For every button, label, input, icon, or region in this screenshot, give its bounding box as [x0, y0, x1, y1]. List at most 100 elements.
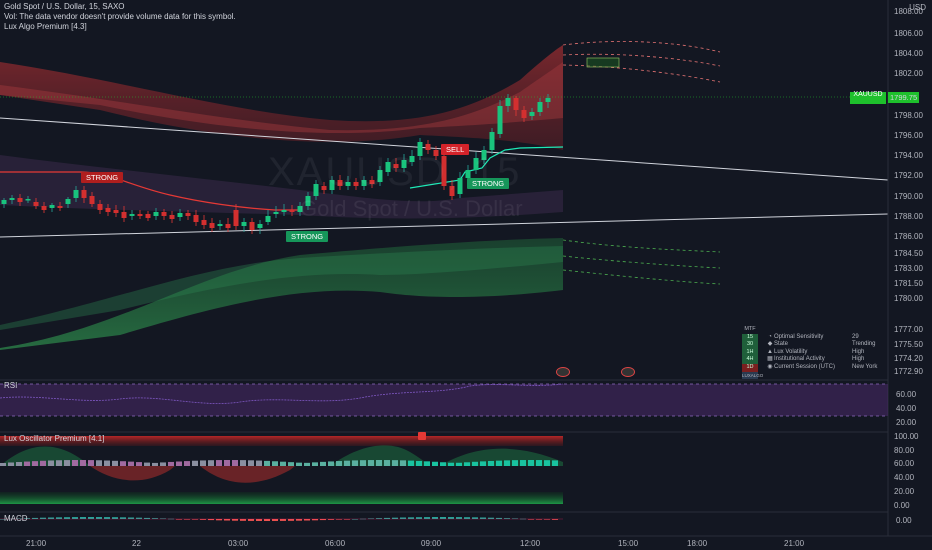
upper-band-outer — [0, 45, 563, 150]
oscillator-tick: 60.00 — [894, 459, 915, 468]
strong-bullish-signal-2[interactable]: STRONG — [286, 231, 329, 242]
strong-bearish-signal[interactable]: STRONG — [81, 172, 124, 183]
candle-body — [345, 182, 351, 186]
osc-bar — [32, 461, 38, 466]
osc-bar — [496, 460, 502, 466]
rsi-label[interactable]: RSI — [4, 381, 18, 390]
time-tick: 06:00 — [325, 539, 346, 548]
price-tick: 1792.00 — [894, 171, 923, 180]
macd-bar — [448, 517, 454, 519]
candle-body — [529, 112, 535, 116]
candle-body — [497, 106, 503, 134]
candle-body — [121, 212, 127, 218]
osc-signal-marker[interactable] — [418, 432, 426, 440]
currency-label: USD — [909, 3, 926, 12]
macd-bar — [464, 517, 470, 519]
oscillator-axis[interactable]: 100.00 80.00 60.00 40.00 20.00 0.00 — [894, 432, 919, 510]
target-box[interactable] — [586, 57, 620, 68]
macd-bar — [0, 519, 6, 520]
candle-body — [289, 210, 295, 212]
osc-bar — [56, 460, 62, 466]
rsi-tick: 20.00 — [896, 418, 917, 427]
macd-label[interactable]: MACD — [4, 514, 28, 523]
macd-bar — [24, 518, 30, 519]
rsi-axis[interactable]: 60.00 40.00 20.00 — [896, 390, 917, 427]
dashboard-row: 30 ◆ State Trending — [742, 341, 888, 349]
osc-bar — [256, 460, 262, 466]
osc-bar — [472, 461, 478, 466]
event-icon-1[interactable] — [556, 367, 570, 377]
osc-bar — [344, 460, 350, 466]
event-icon-2[interactable] — [621, 367, 635, 377]
price-tick: 1781.50 — [894, 279, 923, 288]
osc-bar — [536, 460, 542, 466]
osc-bar — [176, 461, 182, 466]
candle-body — [153, 212, 159, 216]
candle-body — [97, 204, 103, 210]
macd-bar — [424, 517, 430, 519]
symbol-price-tag[interactable]: XAUUSD — [850, 91, 886, 104]
dashboard-metric-value: High — [852, 348, 865, 355]
time-axis[interactable]: 21:00 22 03:00 06:00 09:00 12:00 15:00 18:00 21:… — [26, 539, 805, 548]
macd-bar — [304, 519, 310, 521]
macd-bar — [408, 517, 414, 519]
macd-bar — [128, 517, 134, 519]
oscillator-label[interactable]: Lux Oscillator Premium [4.1] — [4, 434, 105, 443]
indicator-title[interactable]: Lux Algo Premium [4.3] — [4, 22, 87, 31]
macd-bar — [376, 518, 382, 519]
macd-bar — [480, 517, 486, 519]
osc-bar — [416, 460, 422, 466]
osc-bar — [88, 460, 94, 466]
macd-bar — [96, 517, 102, 519]
osc-bar — [440, 462, 446, 466]
osc-bar — [0, 463, 6, 466]
macd-bar — [440, 517, 446, 519]
symbol-title[interactable]: Gold Spot / U.S. Dollar, 15, SAXO — [4, 2, 125, 11]
price-axis[interactable]: 1808.00 1806.00 1804.00 1802.00 1798.00 1796.… — [894, 7, 923, 376]
macd-bar — [296, 519, 302, 521]
macd-bar — [368, 518, 374, 520]
candle-body — [369, 180, 375, 184]
osc-bar — [328, 461, 334, 466]
osc-wave-red — [90, 466, 295, 483]
candle-body — [209, 223, 215, 228]
bank-icon: ▦ — [767, 356, 773, 363]
osc-bar — [456, 462, 462, 466]
candle-body — [393, 164, 399, 168]
mtf-timeframe: 1H — [742, 348, 758, 357]
osc-bar — [144, 462, 150, 466]
candle-body — [281, 210, 287, 212]
trendline-lower[interactable] — [0, 213, 889, 238]
macd-tick: 0.00 — [896, 516, 912, 525]
candle-body — [545, 98, 551, 102]
price-tick: 1798.00 — [894, 111, 923, 120]
strong-bullish-signal-1[interactable]: STRONG — [467, 178, 510, 189]
candle-body — [17, 198, 23, 202]
macd-histogram — [0, 517, 558, 521]
osc-overbought-zone — [0, 436, 563, 446]
price-tick: 1784.50 — [894, 249, 923, 258]
osc-bar — [320, 461, 326, 466]
osc-bar — [480, 461, 486, 466]
osc-bar — [112, 460, 118, 466]
lower-band-outer — [0, 238, 563, 350]
candle-body — [265, 216, 271, 222]
osc-bar — [296, 462, 302, 466]
candlestick-series[interactable] — [1, 94, 551, 234]
price-tick: 1808.00 — [894, 7, 923, 16]
price-tick: 1802.00 — [894, 69, 923, 78]
macd-axis[interactable]: 0.00 — [896, 516, 912, 525]
candle-body — [137, 214, 143, 216]
candle-body — [41, 206, 47, 210]
time-tick: 18:00 — [687, 539, 708, 548]
macd-bar — [320, 519, 326, 521]
osc-bar — [224, 460, 230, 466]
candle-body — [353, 182, 359, 186]
dashboard-row: 4H ▦ Institutional Activity High — [742, 356, 888, 364]
sell-signal[interactable]: SELL — [441, 144, 470, 155]
macd-bar — [504, 518, 510, 519]
osc-bar — [528, 460, 534, 466]
candle-body — [505, 98, 511, 106]
candle-body — [25, 199, 31, 201]
